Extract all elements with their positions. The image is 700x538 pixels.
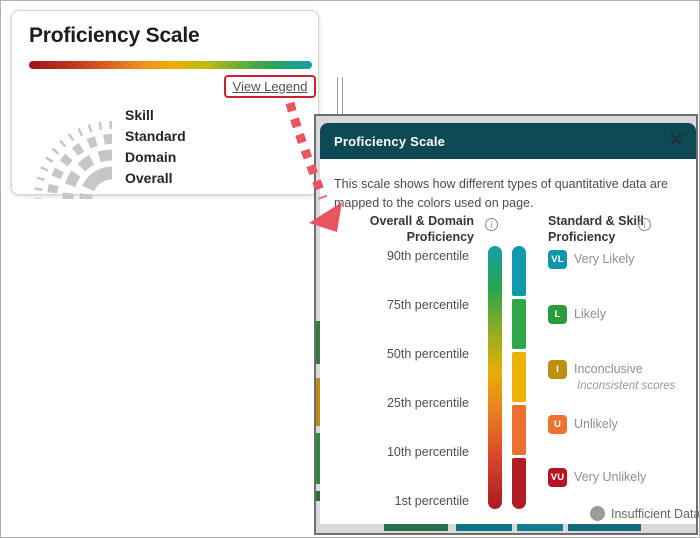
level-label: Very Likely <box>574 252 635 266</box>
badge-very-likely: VL <box>548 250 567 269</box>
proficiency-scale-dialog: Proficiency Scale ✕ This scale shows how… <box>320 123 699 524</box>
column-header-standard-skill: Standard & Skill Proficiency <box>548 213 644 246</box>
scale-segment-very-likely <box>512 246 526 296</box>
badge-likely: L <box>548 305 567 324</box>
level-sublabel: Inconsistent scores <box>577 380 676 392</box>
proficiency-scale-card: Proficiency Scale View Legend Skill Stan… <box>11 10 319 199</box>
info-icon[interactable]: i <box>638 218 651 231</box>
badge-unlikely: U <box>548 415 567 434</box>
percentile-label: 75th percentile <box>386 298 469 312</box>
background-bar-fragment <box>316 491 320 501</box>
view-legend-highlight-box: View Legend <box>224 75 316 98</box>
insufficient-data-icon <box>590 506 605 521</box>
level-label: Likely <box>574 307 606 321</box>
gauge-label-skill: Skill <box>125 107 154 123</box>
badge-very-unlikely: VU <box>548 468 567 487</box>
insufficient-data-label: Insufficient Data <box>611 506 700 521</box>
column-header-line: Proficiency <box>548 230 616 245</box>
continuous-scale-bar <box>488 246 502 509</box>
card-title: Proficiency Scale <box>29 24 200 47</box>
gauge-label-standard: Standard <box>125 128 186 144</box>
background-bar-fragment <box>568 523 641 531</box>
percentile-label: 25th percentile <box>386 396 469 410</box>
proficiency-gradient-bar <box>29 61 312 69</box>
legend-modal-screenshot: Proficiency Scale ✕ This scale shows how… <box>314 114 699 535</box>
background-bar-fragment <box>316 321 320 364</box>
view-legend-link[interactable]: View Legend <box>232 79 308 94</box>
scale-segment-inconclusive <box>512 352 526 402</box>
column-header-line: Overall & Domain <box>369 214 474 228</box>
dialog-description: This scale shows how different types of … <box>334 177 668 211</box>
column-header-overall-domain: Overall & Domain Proficiency <box>370 213 474 246</box>
scale-segment-unlikely <box>512 405 526 455</box>
gauge-label-domain: Domain <box>125 149 177 165</box>
background-bar-fragment <box>456 523 512 531</box>
level-label: Unlikely <box>574 417 618 431</box>
background-bar-fragment <box>384 523 448 531</box>
background-bar-fragment <box>316 433 320 484</box>
insufficient-data-row: Insufficient Data <box>590 506 700 521</box>
percentile-label: 50th percentile <box>386 347 469 361</box>
dialog-header: Proficiency Scale ✕ <box>320 123 696 159</box>
scale-segment-very-unlikely <box>512 458 526 509</box>
dialog-title: Proficiency Scale <box>334 133 446 149</box>
radial-gauge-icon <box>34 121 112 199</box>
percentile-label: 10th percentile <box>386 445 469 459</box>
column-header-line: Standard & Skill <box>548 214 644 228</box>
scale-segment-likely <box>512 299 526 349</box>
percentile-label: 90th percentile <box>386 249 469 263</box>
column-header-line: Proficiency <box>406 230 474 245</box>
badge-inconclusive: I <box>548 360 567 379</box>
percentile-label: 1st percentile <box>394 494 469 508</box>
level-label: Inconclusive <box>574 362 643 376</box>
info-icon[interactable]: i <box>485 218 498 231</box>
gauge-label-overall: Overall <box>125 170 173 186</box>
background-bar-fragment <box>517 523 563 531</box>
background-bar-fragment <box>316 378 320 426</box>
close-icon[interactable]: ✕ <box>668 130 684 151</box>
background-page-edge <box>337 77 343 114</box>
level-label: Very Unlikely <box>574 470 647 484</box>
